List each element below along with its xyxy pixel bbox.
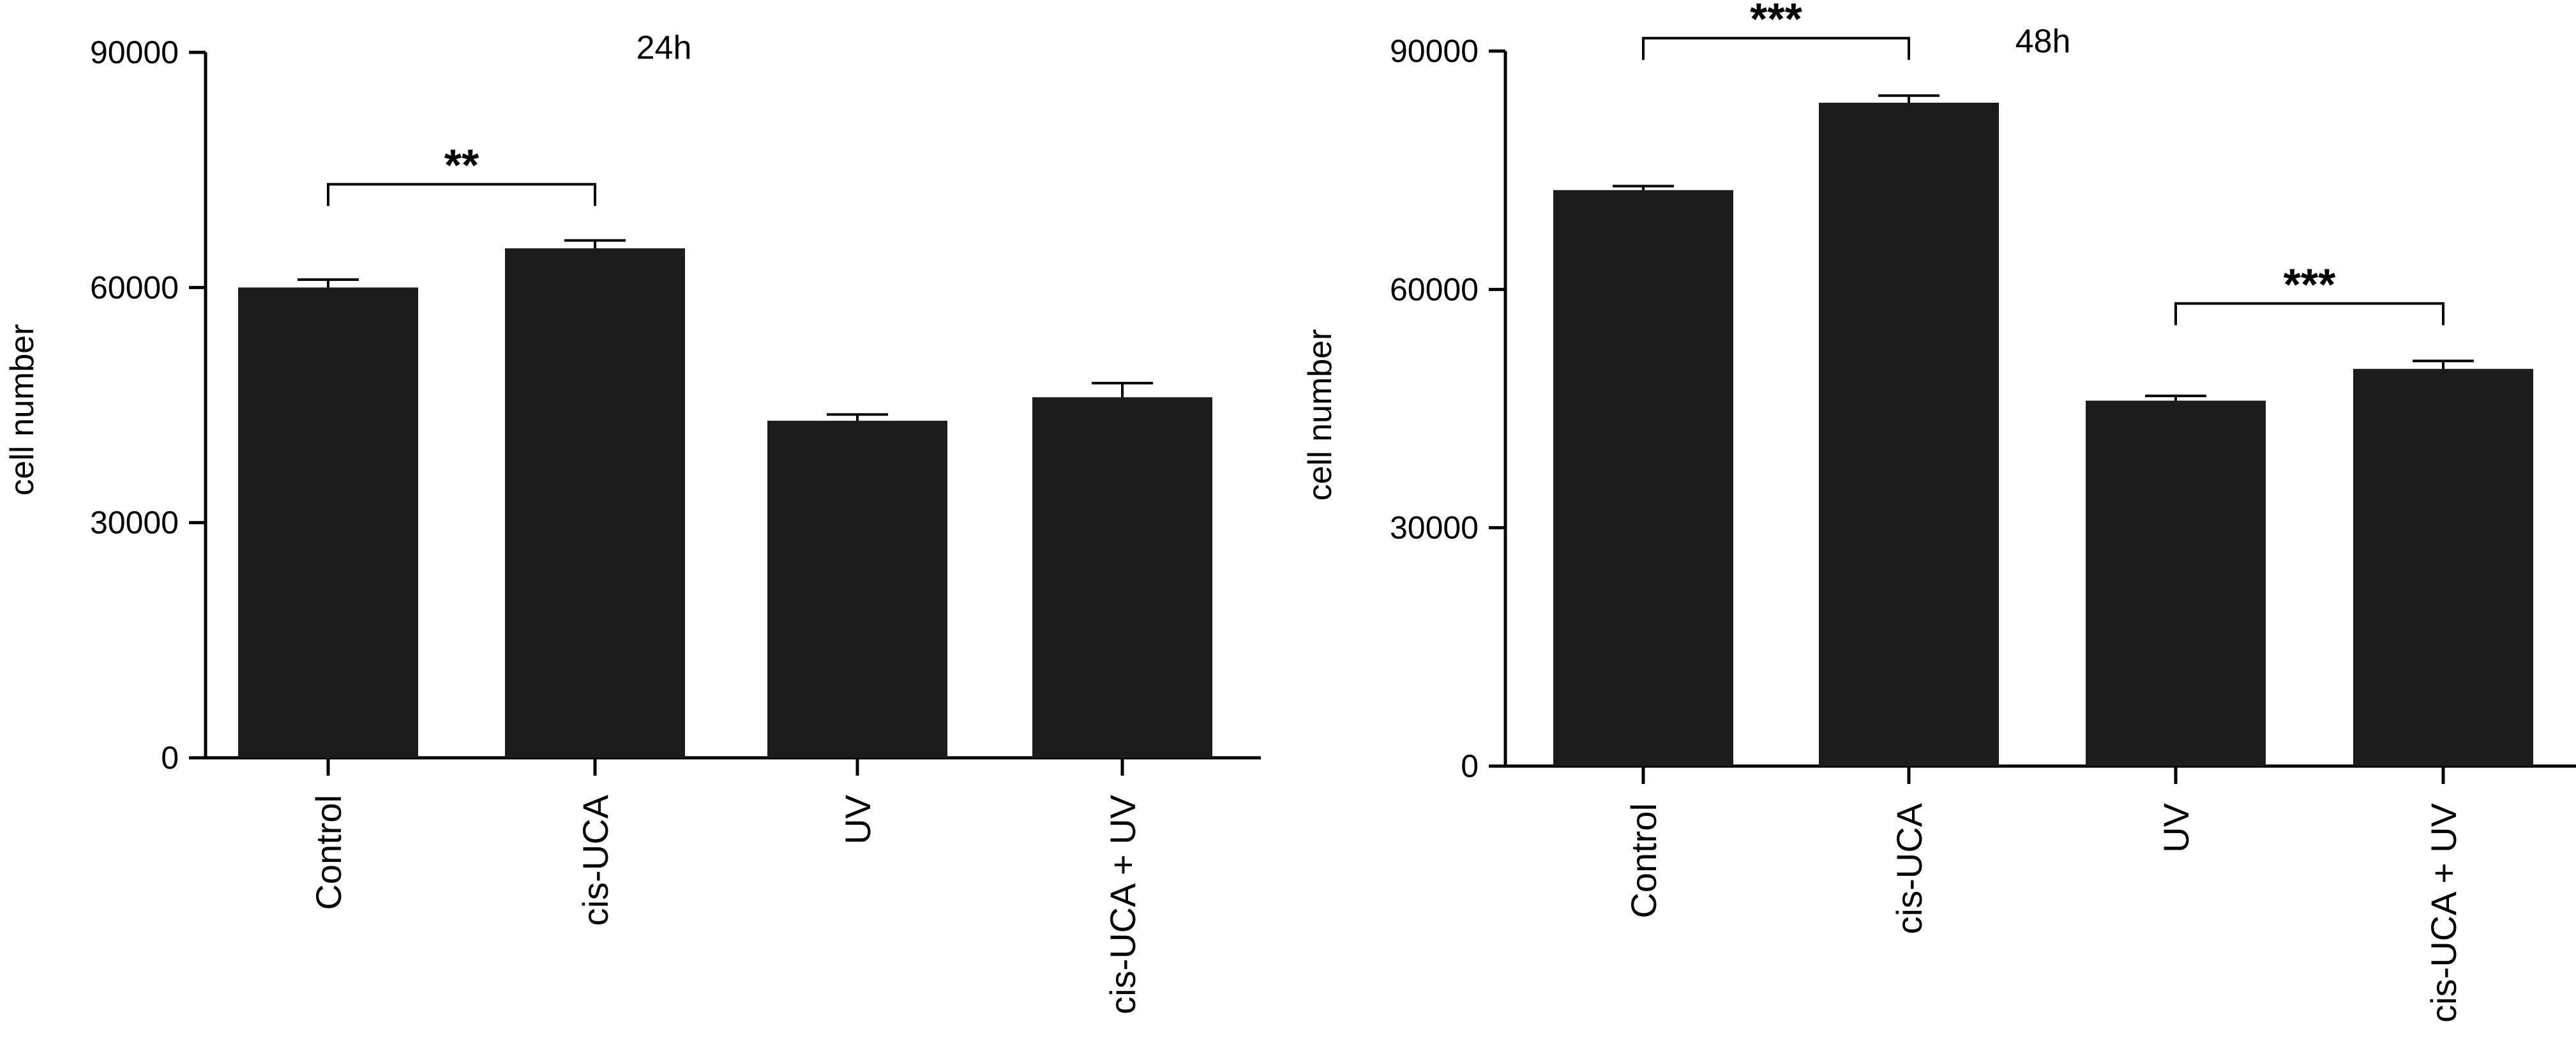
chart-panel-24h: 24h cell number 0 30000 60000 90000 Control c… (4, 29, 1261, 1014)
bar (767, 421, 947, 758)
significance-bracket (1642, 36, 1910, 60)
y-tick-label: 60000 (1390, 271, 1479, 307)
y-tick-label: 0 (161, 740, 179, 776)
bar (238, 287, 418, 758)
x-tick-label: cis-UCA + UV (1103, 794, 1143, 1014)
y-axis-label: cell number (1302, 329, 1339, 501)
bar (2086, 400, 2266, 766)
bar (1553, 190, 1733, 766)
x-tick-label: UV (2156, 802, 2196, 852)
chart-title: 48h (2015, 23, 2071, 60)
significance-label: *** (2284, 259, 2336, 309)
y-axis-label: cell number (4, 324, 41, 496)
y-tick-label: 90000 (1390, 33, 1479, 69)
bar (2353, 368, 2533, 766)
y-tick-label: 0 (1461, 748, 1479, 784)
x-tick-label: Control (308, 795, 349, 910)
chart-marks: 0 30000 60000 90000 Control cis-UCA UV cis-UCA … (1390, 0, 2576, 1023)
x-tick-label: cis-UCA + UV (2423, 802, 2464, 1022)
bar (505, 248, 685, 758)
chart-marks: 0 30000 60000 90000 Control cis-UCA UV cis-UCA … (90, 34, 1261, 1014)
significance-label: *** (1750, 0, 1802, 44)
y-tick-label: 30000 (90, 505, 179, 541)
x-tick-label: UV (838, 794, 878, 844)
chart-title: 24h (636, 29, 692, 66)
x-tick-label: Control (1623, 803, 1664, 919)
chart-panel-48h: 48h cell number 0 30000 60000 90000 Control c… (1302, 0, 2576, 1023)
y-tick-label: 60000 (90, 269, 179, 305)
y-tick-label: 90000 (90, 34, 179, 70)
significance-bracket (2174, 302, 2444, 326)
x-tick-label: cis-UCA (575, 794, 615, 926)
bar (1032, 397, 1212, 758)
bar (1819, 102, 1999, 766)
x-tick-label: cis-UCA (1889, 802, 1929, 934)
y-tick-label: 30000 (1390, 510, 1479, 546)
significance-label: ** (444, 140, 479, 190)
significance-bracket (327, 183, 596, 206)
